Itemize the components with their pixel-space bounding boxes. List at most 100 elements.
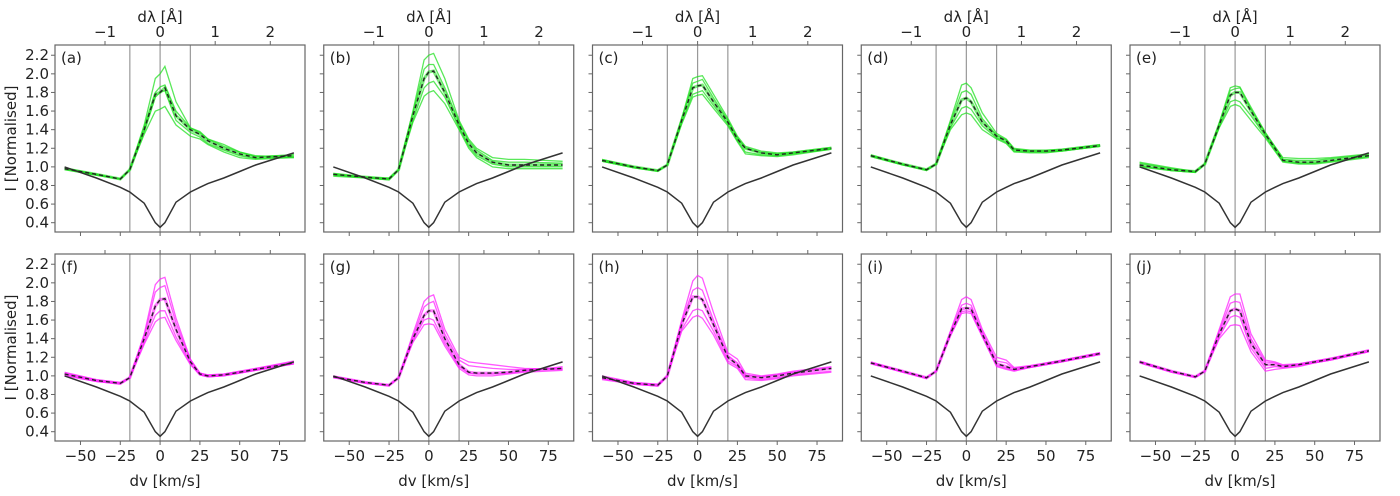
mean-line <box>870 97 1101 171</box>
top-axis-label: dλ [Å] <box>944 7 989 26</box>
mean-line <box>333 70 563 180</box>
mean-line <box>1139 91 1369 173</box>
top-axis-label: dλ [Å] <box>406 7 451 26</box>
reference-line <box>64 152 295 229</box>
x-tick-label: 75 <box>1076 447 1095 465</box>
x-tick-label: 0 <box>155 447 165 465</box>
x-tick-label: 75 <box>539 447 558 465</box>
x-tick-label: 50 <box>499 447 518 465</box>
x-tick-label: 0 <box>424 447 434 465</box>
x-tick-label: 50 <box>1036 447 1055 465</box>
top-tick-label: 2 <box>266 23 276 41</box>
y-tick-label: 2.2 <box>25 46 49 64</box>
x-axis-label: dv [km/s] <box>1204 472 1275 490</box>
x-tick-label: 75 <box>270 447 289 465</box>
top-tick-label: 2 <box>1072 23 1082 41</box>
panel-f: (f) −50 −25 0 25 50 75 0.40.60.81.01.21.41.61.8… <box>2 250 306 490</box>
y-tick-label: 0.6 <box>25 195 49 213</box>
mean-line <box>64 86 294 180</box>
reference-line <box>1139 361 1370 438</box>
panel-i: (i) −50 −25 0 25 50 75 dv [km/s] <box>857 250 1112 490</box>
top-tick-label: −1 <box>94 23 116 41</box>
reference-line <box>64 361 295 438</box>
panel-b: (b) −1 0 1 2 dλ [Å] <box>319 7 575 236</box>
top-tick-label: 1 <box>479 23 489 41</box>
panel-c: (c) −1 0 1 2 dλ [Å] <box>588 7 844 236</box>
top-tick-label: −1 <box>631 23 653 41</box>
panel-e: (e) −1 0 1 2 dλ [Å] <box>1126 7 1381 236</box>
y-axis-label: I [Normalised] <box>2 86 20 192</box>
axes-frame <box>860 253 1112 442</box>
panel-g: (g) −50 −25 0 25 50 75 dv [km/s] <box>319 250 575 490</box>
reference-line <box>333 152 563 229</box>
profile-line <box>333 52 563 179</box>
y-tick-label: 1.2 <box>25 139 49 157</box>
y-tick-label: 1.2 <box>25 348 49 366</box>
top-tick-label: 1 <box>210 23 220 41</box>
mean-line <box>601 84 832 172</box>
panel-label: (b) <box>330 49 351 67</box>
top-tick-label: −1 <box>1169 23 1191 41</box>
profile-line <box>601 74 832 172</box>
profile-line <box>1139 324 1370 379</box>
x-tick-label: −50 <box>333 447 365 465</box>
x-tick-label: 25 <box>459 447 478 465</box>
x-tick-label: −25 <box>1179 447 1211 465</box>
mean-line <box>870 307 1101 379</box>
axes-frame <box>323 44 575 233</box>
x-tick-label: 0 <box>693 447 703 465</box>
y-tick-label: 2.2 <box>25 255 49 273</box>
y-tick-label: 0.8 <box>25 385 49 403</box>
profile-band <box>64 85 294 181</box>
profile-band <box>64 296 295 385</box>
x-tick-label: −25 <box>104 447 136 465</box>
y-tick-label: 2.0 <box>25 65 49 83</box>
x-axis-label: dv [km/s] <box>667 472 738 490</box>
x-tick-label: 25 <box>1265 447 1284 465</box>
axes-frame <box>54 253 306 442</box>
x-tick-label: 50 <box>230 447 249 465</box>
top-tick-label: 2 <box>803 23 813 41</box>
x-tick-label: 0 <box>962 447 972 465</box>
y-tick-label: 1.0 <box>25 158 49 176</box>
y-tick-label: 1.8 <box>25 292 49 310</box>
panel-label: (i) <box>867 258 883 276</box>
y-tick-label: 1.6 <box>25 311 49 329</box>
profile-band <box>870 306 1101 380</box>
panel-a: (a) −1 0 1 2 0.40.60.81.01.21.41.61.82.02.2 dλ… <box>2 7 306 236</box>
mean-line <box>64 297 295 385</box>
x-tick-label: −50 <box>65 447 97 465</box>
top-tick-label: 2 <box>1341 23 1351 41</box>
profile-line <box>601 78 832 172</box>
top-tick-label: 1 <box>748 23 758 41</box>
x-axis-label: dv [km/s] <box>398 472 469 490</box>
top-tick-label: 1 <box>1285 23 1295 41</box>
x-tick-label: 75 <box>1345 447 1364 465</box>
axes-frame <box>323 253 575 442</box>
x-tick-label: −50 <box>871 447 903 465</box>
profile-line <box>333 323 563 387</box>
reference-line <box>601 361 832 438</box>
profile-band <box>601 83 832 173</box>
reference-line <box>870 152 1101 229</box>
y-tick-label: 1.8 <box>25 83 49 101</box>
reference-line <box>333 361 563 438</box>
x-tick-label: −25 <box>373 447 405 465</box>
panel-j: (j) −50 −25 0 25 50 75 dv [km/s] <box>1126 250 1381 490</box>
y-tick-label: 0.6 <box>25 404 49 422</box>
profile-line <box>333 63 563 180</box>
top-tick-label: 0 <box>693 23 703 41</box>
panel-label: (d) <box>867 49 888 67</box>
y-tick-label: 0.4 <box>25 423 49 441</box>
profile-line <box>64 89 294 180</box>
axes-frame <box>1129 253 1381 442</box>
y-tick-label: 1.0 <box>25 367 49 385</box>
y-tick-label: 0.4 <box>25 214 49 232</box>
top-axis-label: dλ [Å] <box>1212 7 1257 26</box>
profile-band <box>1139 90 1370 174</box>
panel-label: (f) <box>61 258 78 276</box>
top-tick-label: −1 <box>900 23 922 41</box>
panel-h: (h) −50 −25 0 25 50 75 dv [km/s] <box>588 250 844 490</box>
y-tick-label: 2.0 <box>25 274 49 292</box>
